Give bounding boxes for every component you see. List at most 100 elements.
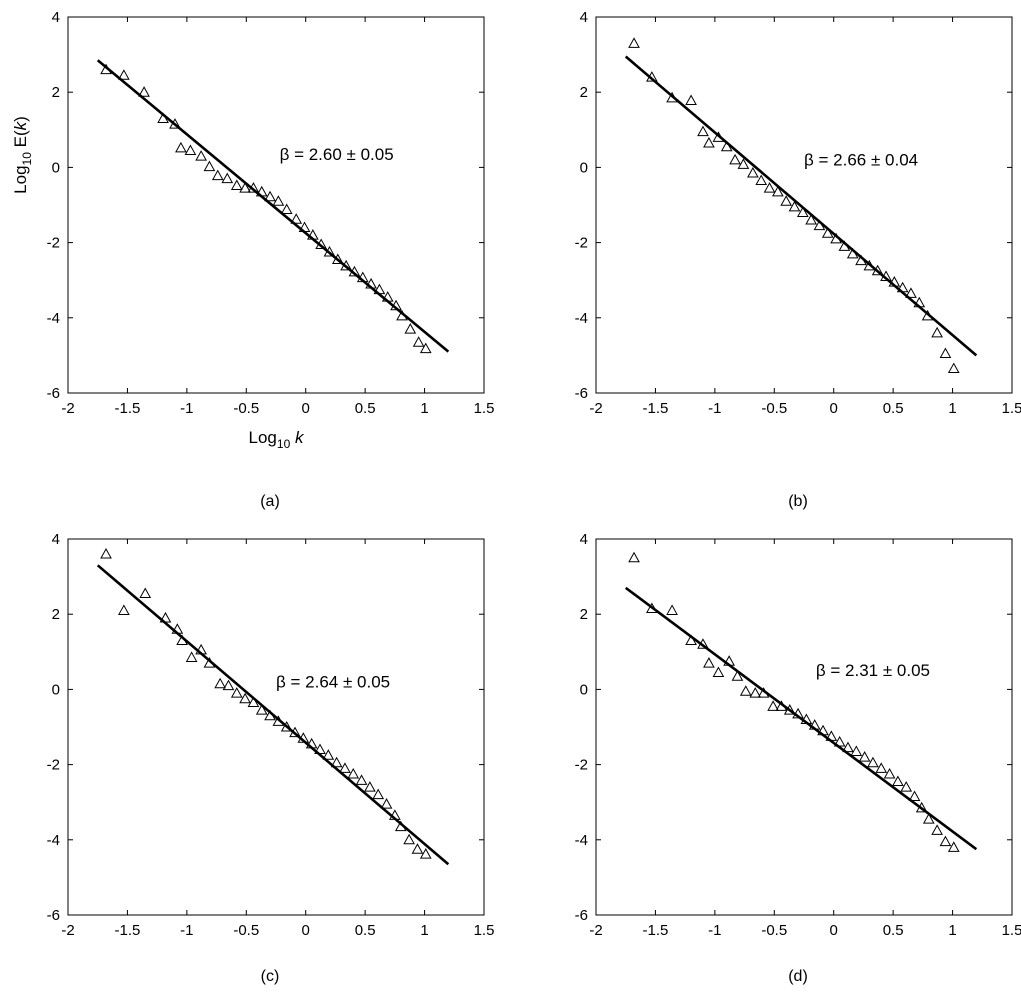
data-point <box>340 259 352 271</box>
axes-box <box>67 16 485 394</box>
data-point <box>305 737 318 749</box>
data-point <box>833 736 846 747</box>
data-point <box>892 775 904 787</box>
data-point <box>221 172 234 184</box>
data-point <box>685 94 697 105</box>
y-tick-label: 4 <box>52 9 60 26</box>
data-point <box>913 296 926 308</box>
x-tick-label: -1 <box>180 922 193 939</box>
data-point <box>908 790 921 802</box>
y-tick-label: 2 <box>580 84 588 101</box>
data-point <box>922 813 935 824</box>
x-tick-label: 0.5 <box>355 400 376 417</box>
y-tick-label: 0 <box>580 681 588 698</box>
data-point <box>905 287 917 298</box>
data-point <box>871 264 884 276</box>
data-point <box>850 745 863 756</box>
data-point <box>239 182 251 193</box>
data-point <box>411 843 424 854</box>
data-point <box>947 841 960 852</box>
x-tick-label: 1.5 <box>1002 400 1021 417</box>
y-tick-label: 4 <box>580 9 588 26</box>
data-point <box>272 195 285 206</box>
data-point <box>888 276 901 287</box>
data-point <box>365 277 377 289</box>
data-point <box>169 118 181 129</box>
data-point <box>712 666 725 677</box>
data-point <box>788 200 801 212</box>
data-point <box>412 336 425 347</box>
data-point <box>339 762 351 773</box>
y-tick-label: 4 <box>580 531 588 548</box>
data-point <box>247 696 260 708</box>
data-point <box>666 604 678 615</box>
x-tick-label: -2 <box>589 400 602 417</box>
data-point <box>230 687 243 698</box>
beta-annotation: β = 2.66 ± 0.04 <box>804 151 918 170</box>
data-point <box>176 634 188 646</box>
data-point <box>364 781 376 792</box>
data-point <box>203 160 216 172</box>
data-point <box>323 245 336 257</box>
data-point <box>767 700 779 711</box>
x-tick-label: 1.5 <box>474 400 495 417</box>
data-point <box>939 347 952 359</box>
y-axis-label: Log10 E(k) <box>11 116 34 194</box>
data-point <box>389 809 401 820</box>
y-tick-label: -6 <box>47 907 60 924</box>
x-tick-label: 0.5 <box>355 922 376 939</box>
data-point <box>214 677 226 689</box>
data-point <box>666 91 678 103</box>
data-point <box>280 720 293 732</box>
axes-box <box>595 16 1013 394</box>
data-point <box>697 125 709 137</box>
data-point <box>723 655 735 666</box>
y-tick-label: 4 <box>52 531 60 548</box>
y-tick-label: 0 <box>52 159 60 176</box>
x-tick-label: 0 <box>830 922 838 939</box>
data-point <box>175 141 187 153</box>
data-point <box>842 741 854 753</box>
y-tick-label: 2 <box>52 606 60 623</box>
data-point <box>796 206 809 218</box>
y-tick-label: -4 <box>575 310 588 327</box>
data-point <box>821 227 834 238</box>
data-point <box>900 781 913 792</box>
data-point <box>185 651 198 662</box>
data-point <box>875 762 888 773</box>
data-point <box>915 801 928 813</box>
y-tick-label: 0 <box>52 681 60 698</box>
x-tick-label: 1 <box>948 922 956 939</box>
data-point <box>772 185 784 197</box>
data-point <box>355 774 368 785</box>
data-point <box>118 604 130 615</box>
data-point <box>159 611 172 623</box>
data-point <box>331 253 344 265</box>
panel-b: -2 -1.5 -1 -0.5 0 0.5 1 1.5 -6 -4 -2 0 2 4 β = 2.66 ± … <box>575 9 1021 510</box>
data-point <box>792 707 804 719</box>
y-tick-label: -6 <box>47 385 60 402</box>
data-point <box>737 158 750 169</box>
data-point <box>203 657 216 668</box>
data-point <box>138 86 150 97</box>
y-tick-label: -6 <box>575 907 588 924</box>
data-point <box>739 685 752 696</box>
x-tick-label: 0.5 <box>883 922 904 939</box>
data-point <box>404 323 417 334</box>
data-point <box>322 749 335 760</box>
panel-label: (c) <box>261 968 280 985</box>
y-tick-label: -4 <box>575 832 588 849</box>
data-point <box>838 240 851 251</box>
data-point <box>763 182 776 193</box>
panel-label: (b) <box>788 493 808 510</box>
data-point <box>195 643 207 655</box>
data-point <box>830 232 842 244</box>
data-point <box>394 820 407 832</box>
data-point <box>921 309 934 321</box>
data-point <box>118 69 130 80</box>
data-point <box>947 362 960 374</box>
x-tick-label: -0.5 <box>233 922 259 939</box>
x-tick-label: -0.5 <box>761 922 787 939</box>
fit-line <box>96 564 450 866</box>
